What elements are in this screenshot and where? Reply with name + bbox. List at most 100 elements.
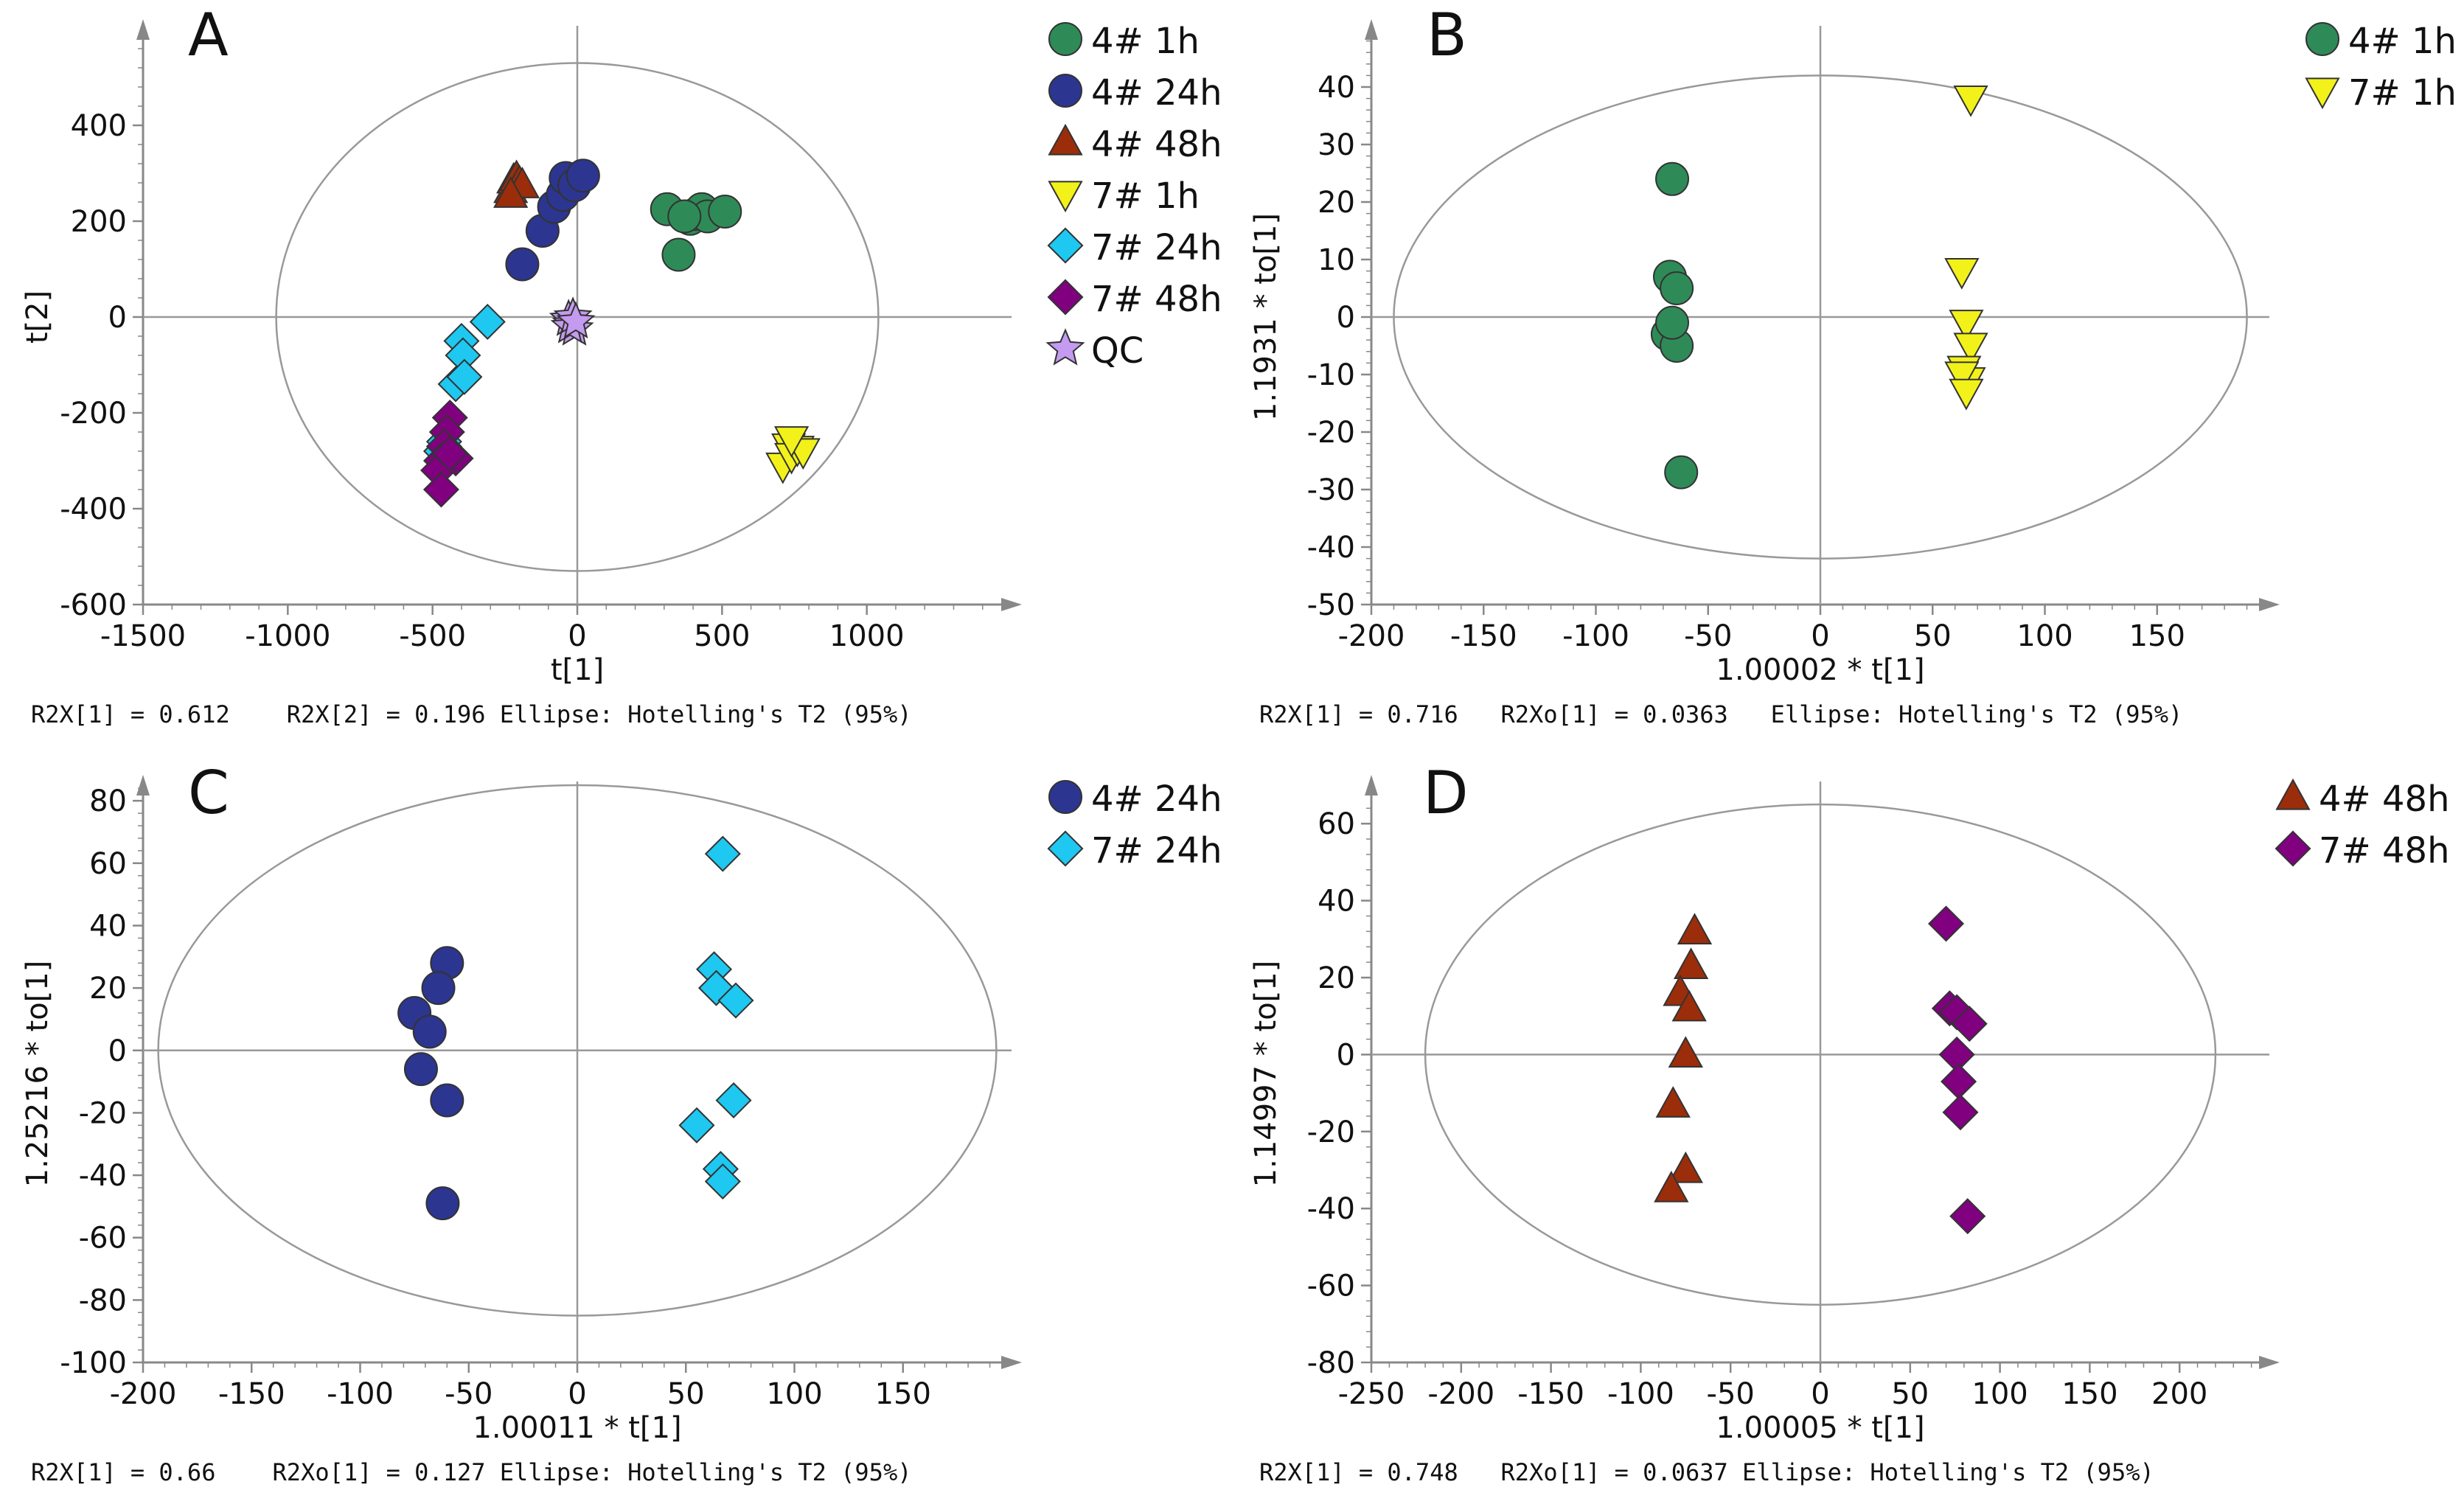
x-axis-arrow [1001,1356,1022,1369]
x-axis-title: 1.00011 * t[1] [473,1411,681,1445]
data-point-4-24h [430,1083,464,1118]
y-tick-label: -100 [60,1346,127,1380]
series-7-24h [678,835,754,1200]
series-qc [549,296,596,346]
data-point-4-1h [1664,455,1699,490]
data-point-4-24h [505,247,540,282]
legend-label-4-24h: 4# 24h [1091,779,1222,820]
data-point-7-48h [1942,1094,1979,1131]
x-tick-label: -100 [1607,1377,1674,1411]
legend-label-7-48h: 7# 48h [2319,830,2450,871]
legend-label-4-48h: 4# 48h [1091,124,1222,165]
legend-marker-qc [1045,328,1085,366]
legend-marker-7-24h [1047,830,1084,867]
series-4-24h [397,946,464,1221]
x-tick-label: 0 [568,619,586,653]
data-point-4-24h [403,1052,438,1087]
legend-label-7-1h: 7# 1h [2348,72,2457,114]
x-axis-title: t[1] [551,653,604,687]
data-point-7-1h [1949,378,1984,411]
legend-label-4-48h: 4# 48h [2319,779,2450,820]
y-tick-label: -40 [79,1159,127,1193]
data-point-7-1h [1953,85,1988,117]
model-stats-footer: R2X[1] = 0.716 R2Xo[1] = 0.0363 Ellipse:… [1259,700,2182,728]
y-tick-label: 0 [108,1034,127,1068]
y-tick-label: -30 [1307,473,1355,507]
data-point-7-1h [1944,257,1980,290]
legend-marker-4-1h [2305,22,2339,56]
data-point-4-24h [421,971,456,1006]
data-point-7-24h [715,1082,752,1118]
x-tick-label: -200 [1427,1377,1494,1411]
hotelling-ellipse [157,784,998,1317]
y-tick-label: -60 [1307,1270,1355,1303]
data-point-4-48h [1671,989,1707,1022]
panel-letter: A [188,1,229,69]
y-axis-title: t[2] [21,290,55,344]
y-tick-label: 20 [1318,186,1355,220]
y-axis-title: 1.14997 * to[1] [1249,961,1283,1188]
data-point-7-48h [1928,905,1965,942]
model-stats-footer: R2X[1] = 0.748 R2Xo[1] = 0.0637 Ellipse:… [1259,1458,2154,1486]
x-tick-label: 50 [1891,1377,1929,1411]
data-point-4-24h [412,1014,447,1049]
y-tick-label: -50 [1307,588,1355,622]
x-axis-arrow [2259,598,2280,611]
data-point-7-1h [1944,361,1980,394]
y-tick-label: 20 [89,972,127,1006]
y-tick-label: -200 [60,397,127,431]
y-tick-label: -20 [1307,1115,1355,1149]
panel-a: -600 -400 -200 0 200 400 -1500 -1000 -500 0 500 100… [21,1,1222,728]
x-tick-label: 500 [694,619,750,653]
series-7-48h [420,399,474,508]
legend: 4# 1h 4# 24h 4# 48h 7# 1h 7# 24h 7# 48h QC [1045,21,1222,372]
legend-marker-4-24h [1048,74,1082,108]
x-tick-label: -1500 [100,619,186,653]
data-point-7-1h [1953,333,1988,365]
series-4-1h [1650,161,1699,490]
series-4-24h [505,159,600,282]
series-4-1h [650,192,742,272]
x-tick-label: -50 [1707,1377,1755,1411]
legend-label-qc: QC [1091,330,1144,372]
x-tick-label: 100 [1971,1377,2028,1411]
model-stats-footer: R2X[1] = 0.612 R2X[2] = 0.196 Ellipse: H… [31,700,911,728]
data-point-7-48h [422,471,459,508]
data-point-qc [556,301,596,339]
x-tick-label: 150 [875,1377,931,1411]
x-tick-label: -100 [327,1377,394,1411]
data-point-7-48h [1949,1198,1986,1235]
legend-label-4-1h: 4# 1h [1091,21,1200,62]
y-tick-label: -10 [1307,358,1355,392]
y-axis-arrow [136,19,150,40]
legend-label-7-1h: 7# 1h [1091,175,1200,217]
x-tick-label: 150 [2129,619,2185,653]
hotelling-ellipse [1393,74,2248,560]
hotelling-ellipse [275,62,880,572]
y-tick-label: 60 [1318,807,1355,841]
x-tick-label: -50 [1684,619,1732,653]
y-tick-label: 60 [89,847,127,881]
data-point-4-48h [1654,1170,1689,1202]
x-tick-label: -200 [110,1377,177,1411]
legend-marker-7-48h [2275,830,2311,867]
data-point-4-1h [667,199,702,234]
y-tick-label: -40 [1307,531,1355,565]
data-point-4-48h [493,176,529,208]
x-tick-label: 1000 [829,619,905,653]
data-point-7-24h [469,303,506,341]
data-point-4-1h [1660,271,1694,305]
x-tick-label: -150 [1517,1377,1584,1411]
legend-label-7-24h: 7# 24h [1091,227,1222,268]
panel-letter: D [1423,759,1469,827]
x-tick-label: -150 [1450,619,1517,653]
y-tick-label: 200 [71,205,127,239]
x-tick-label: 150 [2061,1377,2117,1411]
x-axis-arrow [2259,1356,2280,1369]
data-point-4-48h [1677,913,1713,944]
y-tick-label: -80 [79,1284,127,1317]
legend-label-7-48h: 7# 48h [1091,279,1222,320]
data-point-7-48h [1941,1063,1977,1100]
